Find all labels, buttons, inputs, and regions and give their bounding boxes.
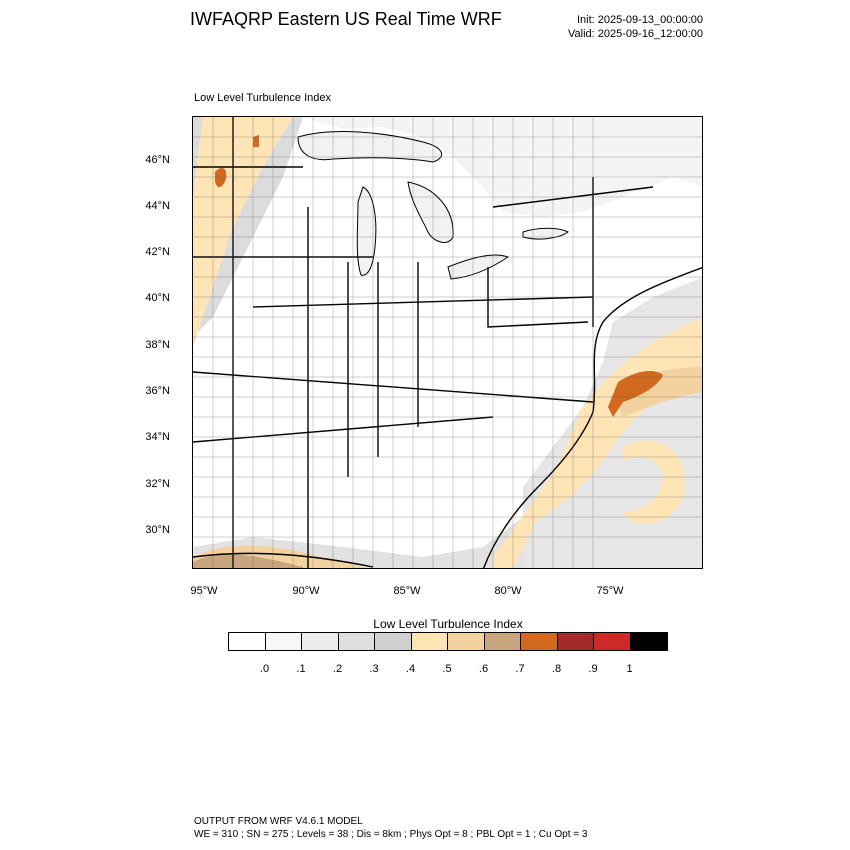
colorbar-tick-label: 1 [626,663,633,675]
lake-michigan [356,186,377,276]
map-canvas [193,117,702,568]
colorbar-tick-label: .8 [551,663,562,675]
lon-label: 85°W [393,585,421,597]
colorbar-swatch [484,633,521,650]
colorbar-title: Low Level Turbulence Index [373,617,523,631]
lon-label: 80°W [494,585,522,597]
atlantic-ring [623,440,685,524]
colorbar-swatch [557,633,594,650]
colorbar-swatch [229,633,266,650]
canada-shading [303,117,702,217]
lake-erie [447,254,510,280]
gulf-swath-dark [193,554,303,568]
lat-label: 32°N [145,478,170,490]
lake-ontario [522,227,569,240]
west-swath-dark-2 [253,135,259,147]
colorbar-tick-label: .9 [588,663,598,675]
county-lines [193,117,702,568]
lon-label: 95°W [190,585,218,597]
west-swath-dark [215,167,227,188]
colorbar-swatch [594,633,631,650]
lat-label: 38°N [145,339,170,351]
colorbar-tick-label: .6 [478,663,489,675]
colorbar-swatch [521,633,558,650]
colorbar-swatch [302,633,339,650]
colorbar-swatch [411,633,448,650]
lon-label: 75°W [596,585,624,597]
lat-label: 44°N [145,200,170,212]
atlantic-swath-mid [613,367,702,417]
footer-line-1: OUTPUT FROM WRF V4.6.1 MODEL [194,816,363,827]
colorbar-swatch [448,633,485,650]
atlantic-swath-dark [608,371,663,417]
colorbar-swatch [375,633,412,650]
lat-label: 42°N [145,246,170,258]
colorbar-tick-label: .3 [369,663,379,675]
colorbar-tick-label: .5 [442,663,452,675]
colorbar-swatch [265,633,302,650]
colorbar [228,632,668,651]
lon-label: 90°W [292,585,320,597]
model-footer: OUTPUT FROM WRF V4.6.1 MODEL WE = 310 ; … [194,815,587,841]
colorbar-tick-label: .1 [296,663,306,675]
init-time: Init: 2025-09-13_00:00:00 [577,14,703,26]
colorbar-swatch [630,633,667,650]
colorbar-tick-label: .2 [332,663,343,675]
valid-time: Valid: 2025-09-16_12:00:00 [568,28,703,40]
footer-line-2: WE = 310 ; SN = 275 ; Levels = 38 ; Dis … [194,829,588,840]
colorbar-tick-label: .4 [405,663,416,675]
lat-label: 36°N [145,385,170,397]
lake-huron [407,181,454,243]
lat-label: 46°N [145,154,170,166]
coast-swath [493,407,603,568]
lat-label: 40°N [145,292,170,304]
chart-title: IWFAQRP Eastern US Real Time WRF [190,9,502,29]
colorbar-tick-label: .7 [515,663,525,675]
lat-label: 34°N [145,431,170,443]
lat-label: 30°N [145,524,170,536]
colorbar-tick-label: .0 [259,663,270,675]
field-title: Low Level Turbulence Index [194,92,331,104]
run-time-info: Init: 2025-09-13_00:00:00 Valid: 2025-09… [568,13,703,41]
colorbar-swatch [338,633,375,650]
map-panel[interactable] [192,116,703,569]
